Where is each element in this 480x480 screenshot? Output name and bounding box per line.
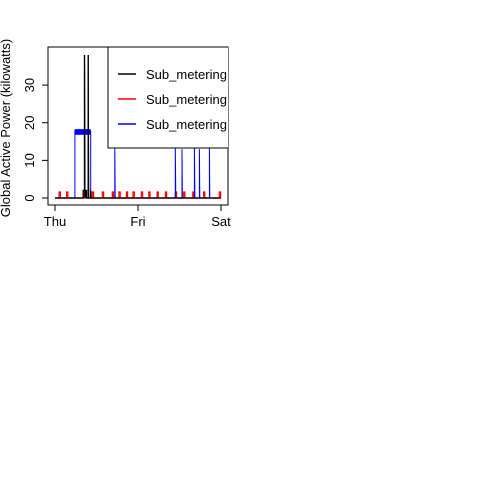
y-axis-label: Global Active Power (kilowatts) xyxy=(0,39,13,217)
x-tick-label: Fri xyxy=(130,214,145,229)
plot-area xyxy=(55,54,222,199)
x-axis: Thu Fri Sat xyxy=(44,204,231,229)
y-tick-label: 20 xyxy=(22,116,37,130)
series-band-3 xyxy=(74,129,91,135)
y-tick-label: 10 xyxy=(22,153,37,167)
legend-box xyxy=(107,47,228,149)
series-line-1-overlay xyxy=(55,54,221,199)
y-tick-label: 0 xyxy=(22,194,37,201)
x-tick-label: Sat xyxy=(211,214,231,229)
series-line-2 xyxy=(55,191,222,199)
legend-label-1: Sub_metering xyxy=(146,67,227,82)
legend-label-3: Sub_metering xyxy=(146,117,227,132)
legend-label-2: Sub_metering xyxy=(146,92,227,107)
y-axis: 0 10 20 30 xyxy=(22,78,49,202)
x-tick-label: Thu xyxy=(44,214,66,229)
y-tick-label: 30 xyxy=(22,78,37,92)
legend: Sub_metering Sub_metering Sub_metering xyxy=(107,47,228,149)
